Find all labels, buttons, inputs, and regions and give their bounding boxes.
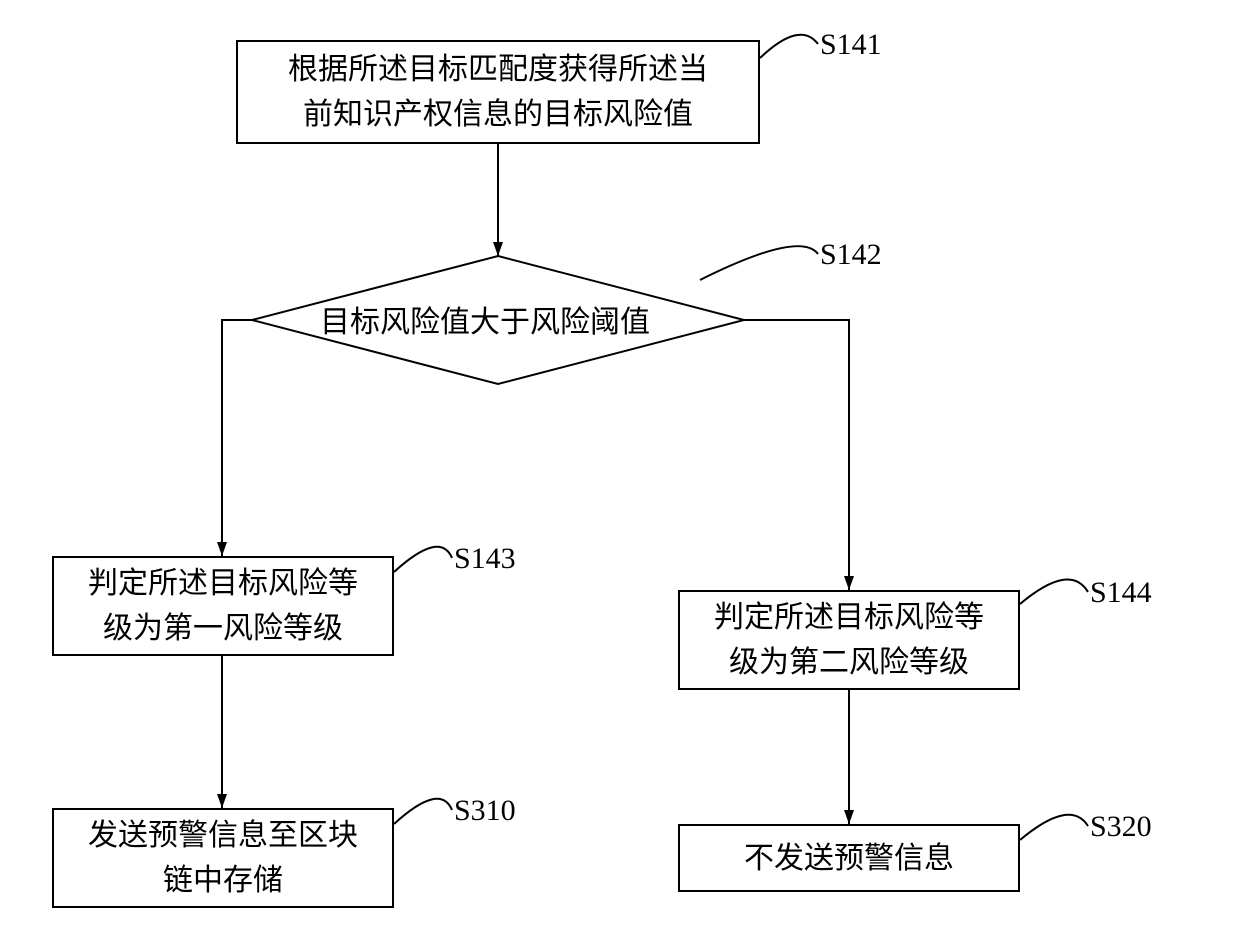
step-label-s320: S320 (1090, 810, 1152, 844)
process-s320-text: 不发送预警信息 (744, 836, 954, 881)
step-label-s141: S141 (820, 28, 882, 62)
process-s144-text: 判定所述目标风险等 级为第二风险等级 (714, 595, 984, 685)
process-s141: 根据所述目标匹配度获得所述当 前知识产权信息的目标风险值 (236, 40, 760, 144)
step-label-s310: S310 (454, 794, 516, 828)
process-s143: 判定所述目标风险等 级为第一风险等级 (52, 556, 394, 656)
process-s320: 不发送预警信息 (678, 824, 1020, 892)
step-label-s142: S142 (820, 238, 882, 272)
svg-text:目标风险值大于风险阈值: 目标风险值大于风险阈值 (320, 306, 650, 339)
step-label-s144: S144 (1090, 576, 1152, 610)
process-s310: 发送预警信息至区块 链中存储 (52, 808, 394, 908)
process-s310-text: 发送预警信息至区块 链中存储 (88, 813, 358, 903)
flowchart-canvas: 根据所述目标匹配度获得所述当 前知识产权信息的目标风险值 判定所述目标风险等 级… (0, 0, 1240, 952)
step-label-s143: S143 (454, 542, 516, 576)
process-s141-text: 根据所述目标匹配度获得所述当 前知识产权信息的目标风险值 (288, 47, 708, 137)
process-s143-text: 判定所述目标风险等 级为第一风险等级 (88, 561, 358, 651)
process-s144: 判定所述目标风险等 级为第二风险等级 (678, 590, 1020, 690)
